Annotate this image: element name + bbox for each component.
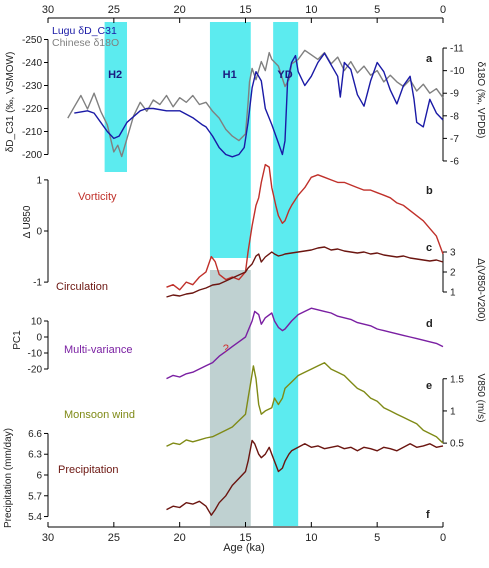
y-axis-a-right-tick-label: -10 (450, 66, 465, 77)
legend-entry-chinese: Chinese δ18O (52, 37, 119, 49)
y-axis-f-tick-label: 5.7 (28, 491, 42, 502)
y-axis-title-e: V850 (m/s) (475, 374, 486, 423)
event-label-h1: H1 (223, 69, 237, 81)
y-axis-a-left-tick-label: -240 (22, 58, 42, 69)
panel-letter-e: e (426, 380, 432, 392)
series-line-f-0 (166, 439, 444, 516)
x-tick-label-bottom: 20 (174, 532, 186, 544)
y-axis-a-left-tick-label: -200 (22, 150, 42, 161)
x-tick-label-top: 15 (239, 4, 251, 16)
data-series (67, 49, 444, 516)
event-label-yd: YD (277, 69, 292, 81)
legend-entry-lugu: Lugu δD_C31 (52, 25, 117, 37)
y-axis-f-tick-label: 6 (36, 471, 42, 482)
y-axis-title-a-left: δD_C31 (‰, VSMOW) (5, 52, 16, 153)
y-axis-a-left-tick-label: -230 (22, 81, 42, 92)
y-axis-a-right-tick-label: -7 (450, 134, 459, 145)
y-axis-c-tick-label: 3 (450, 248, 456, 259)
y-axis-b-tick-label: 0 (36, 227, 42, 238)
panel-letter-f: f (426, 509, 430, 521)
y-axis-e-tick-label: 1 (450, 406, 456, 417)
x-tick-label-top: 10 (305, 4, 317, 16)
series-line-c-0 (166, 246, 444, 298)
series-line-d-0 (166, 307, 444, 380)
series-line-e-0 (166, 362, 444, 447)
y-axis-title-b: Δ U850 (22, 205, 33, 238)
y-axis-f-tick-label: 6.3 (28, 450, 42, 461)
x-tick-label-top: 0 (440, 4, 446, 16)
event-shading (104, 22, 299, 526)
y-axis-a-left-tick-label: -250 (22, 35, 42, 46)
x-tick-label-bottom: 25 (108, 532, 120, 544)
x-tick-label-top: 5 (374, 4, 380, 16)
panel-letter-a: a (426, 53, 433, 65)
y-axis-b-tick-label: -1 (33, 278, 42, 289)
y-axis-title-d: PC1 (12, 330, 23, 350)
y-axis-d-tick-label: -20 (28, 365, 43, 376)
series-label-circulation: Circulation (56, 281, 108, 293)
y-axis-d-tick-label: -10 (28, 349, 43, 360)
x-tick-label-bottom: 5 (374, 532, 380, 544)
panel-letter-b: b (426, 185, 433, 197)
y-axis-f-tick-label: 5.4 (28, 512, 42, 523)
y-axis-a-right-tick-label: -11 (450, 44, 464, 55)
y-axis-c-tick-label: 2 (450, 268, 456, 279)
y-axis-title-c: Δ(V850-V200) (475, 258, 486, 321)
series-label-multi-variance: Multi-variance (64, 344, 132, 356)
shade-band-h1 (209, 22, 251, 258)
y-axis-e-tick-label: 1.5 (450, 374, 464, 385)
y-axis-title-f: Precipitation (mm/day) (3, 428, 14, 528)
y-axis-d-tick-label: 0 (36, 333, 42, 344)
shade-band-gray (209, 270, 251, 526)
x-tick-label-top: 30 (42, 4, 54, 16)
x-tick-label-bottom: 0 (440, 532, 446, 544)
x-tick-label-bottom: 15 (239, 532, 251, 544)
shade-band-yd (273, 22, 299, 526)
y-axis-a-right-tick-label: -9 (450, 89, 459, 100)
x-tick-label-top: 25 (108, 4, 120, 16)
y-axis-e-tick-label: 0.5 (450, 439, 464, 450)
x-tick-label-bottom: 30 (42, 532, 54, 544)
x-tick-label-top: 20 (174, 4, 186, 16)
y-axis-f-tick-label: 6.6 (28, 429, 42, 440)
x-tick-label-bottom: 10 (305, 532, 317, 544)
event-label-h2: H2 (108, 69, 122, 81)
series-label-monsoon-wind: Monsoon wind (64, 409, 135, 421)
series-label-precipitation: Precipitation (58, 464, 119, 476)
y-axis-c-tick-label: 1 (450, 288, 456, 299)
y-axis-a-left-tick-label: -210 (22, 127, 42, 138)
x-axis-title: Age (ka) (223, 542, 265, 554)
y-axis-a-right-tick-label: -6 (450, 156, 459, 167)
y-axis-d-tick-label: 10 (31, 317, 43, 328)
y-axis-a-right-tick-label: -8 (450, 111, 459, 122)
series-line-a-0 (74, 52, 444, 158)
y-axis-title-a-right: δ18O (‰, VPDB) (475, 62, 486, 139)
panel-letter-c: c (426, 242, 432, 254)
y-axis-a-left-tick-label: -220 (22, 104, 42, 115)
question-mark-annotation: ? (223, 343, 229, 355)
panel-letter-d: d (426, 318, 433, 330)
y-axis-b-tick-label: 1 (36, 175, 42, 186)
series-label-vorticity: Vorticity (78, 191, 117, 203)
series-line-b-0 (166, 163, 444, 291)
axes (44, 17, 447, 528)
